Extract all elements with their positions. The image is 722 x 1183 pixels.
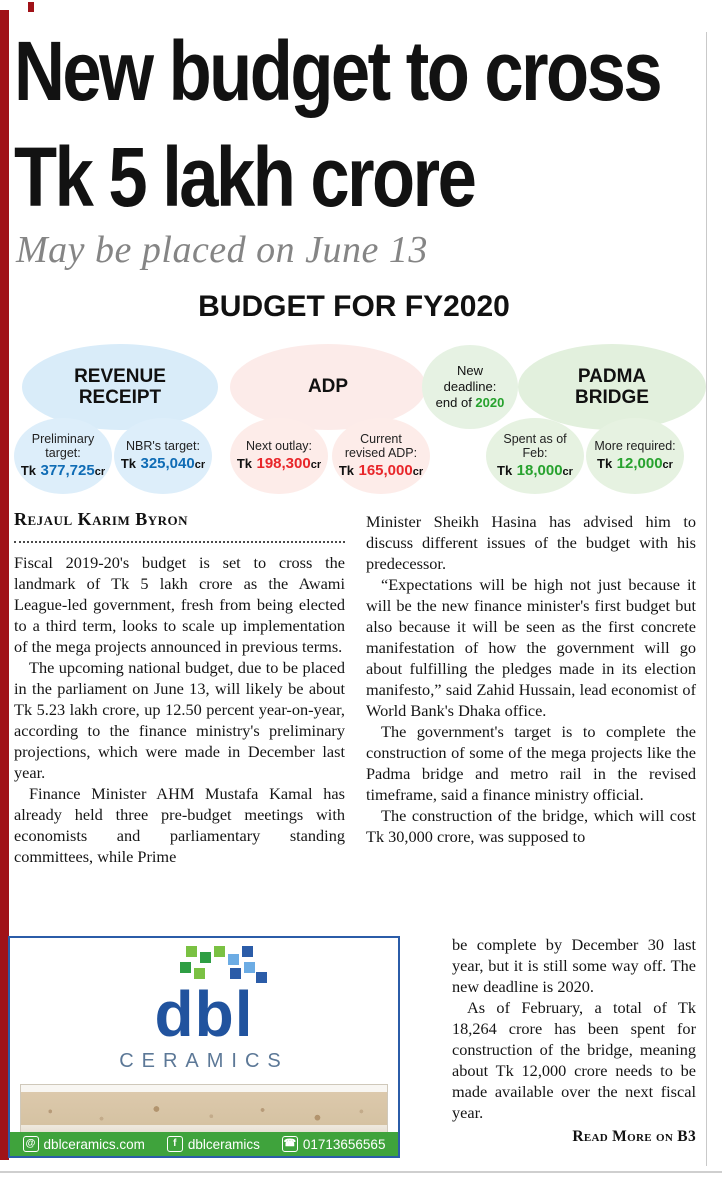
website-contact: @ dblceramics.com [22,1136,145,1152]
stat-value: Tk 165,000cr [338,462,424,480]
infographic-title: BUDGET FOR FY2020 [198,290,510,323]
stat-bubble-revised-adp: Current revised ADP: Tk 165,000cr [332,418,430,494]
subheadline: May be placed on June 13 [16,229,428,271]
article-column-2-narrow: be complete by December 30 last year, bu… [452,934,696,1147]
ceramics-wordmark: CERAMICS [119,1050,289,1072]
byline-rule [14,541,345,543]
stat-value: Tk 12,000cr [597,455,673,473]
dbl-ceramics-ad: dbl CERAMICS @ dblceramics.com f dblcera… [8,936,400,1158]
stat-bubble-nbr-target: NBR's target: Tk 325,040cr [114,418,212,494]
ad-contact-strip: @ dblceramics.com f dblceramics ☎ 017136… [10,1132,398,1156]
stat-label: Spent as of Feb: [503,431,567,460]
paragraph: The upcoming national budget, due to be … [14,658,345,782]
paragraph: Finance Minister AHM Mustafa Kamal has a… [14,784,345,866]
stat-value: Tk 198,300cr [236,455,322,473]
budget-infographic: REVENUE RECEIPT ADP New deadline: end of… [14,338,708,498]
stat-label: Current revised ADP: [344,431,418,460]
deadline-bubble: New deadline: end of 2020 [422,345,518,429]
headline-line-2: Tk 5 lakh crore [14,130,477,224]
facebook-icon: f [166,1136,183,1152]
article-column-1: Fiscal 2019-20's budget is set to cross … [14,552,345,867]
right-column-rule [706,32,707,1166]
facebook-text: dblceramics [187,1136,260,1152]
phone-icon: ☎ [281,1136,298,1152]
padma-bridge-title: PADMA BRIDGE [575,365,649,408]
stat-bubble-next-outlay: Next outlay: Tk 198,300cr [230,418,328,494]
web-icon: @ [22,1136,39,1152]
phone-text: 01713656565 [302,1136,386,1152]
paragraph: The construction of the bridge, which wi… [366,806,696,846]
padma-bridge-bubble: PADMA BRIDGE [518,344,706,430]
stat-label: NBR's target: [126,438,200,453]
revenue-receipt-bubble: REVENUE RECEIPT [22,344,218,430]
deadline-line-2: deadline: [443,378,497,394]
deadline-line-3: end of 2020 [435,395,505,411]
stat-bubble-spent-feb: Spent as of Feb: Tk 18,000cr [486,418,584,494]
stat-bubble-preliminary-target: Preliminary target: Tk 377,725cr [14,418,112,494]
stat-label: More required: [594,438,676,453]
headline-line-1: New budget to cross [14,24,663,118]
tile-image [20,1084,388,1136]
registration-mark [28,2,34,12]
stat-label: Next outlay: [245,438,312,453]
stat-bubble-more-required: More required: Tk 12,000cr [586,418,684,494]
facebook-contact: f dblceramics [166,1136,260,1152]
stat-value: Tk 18,000cr [497,462,573,480]
byline: Rejaul Karim Byron [14,509,189,529]
bottom-page-rule [0,1171,722,1173]
stat-label: Preliminary target: [31,431,95,460]
website-text: dblceramics.com [43,1136,145,1152]
article-column-2: Minister Sheikh Hasina has advised him t… [366,511,696,847]
paragraph: “Expectations will be high not just beca… [366,575,696,720]
headline: New budget to cross Tk 5 lakh crore [14,18,663,230]
stat-value: Tk 325,040cr [120,455,206,473]
adp-bubble: ADP [230,344,426,430]
revenue-receipt-title: REVENUE RECEIPT [74,365,166,408]
deadline-line-1: New [456,362,483,378]
adp-title: ADP [307,376,349,398]
paragraph: The government's target is to complete t… [366,722,696,804]
dbl-logo: dbl [154,978,254,1050]
deadline-year: 2020 [475,395,505,411]
read-more: Read More on B3 [572,1128,696,1145]
paragraph: Fiscal 2019-20's budget is set to cross … [14,553,345,656]
paragraph: Minister Sheikh Hasina has advised him t… [366,512,696,573]
left-red-rule [0,10,9,1160]
phone-contact: ☎ 01713656565 [281,1136,386,1152]
pixel-mosaic-icon [134,946,274,986]
stat-value: Tk 377,725cr [20,462,106,480]
paragraph: As of February, a total of Tk 18,264 cro… [452,998,696,1122]
paragraph: be complete by December 30 last year, bu… [452,935,696,996]
